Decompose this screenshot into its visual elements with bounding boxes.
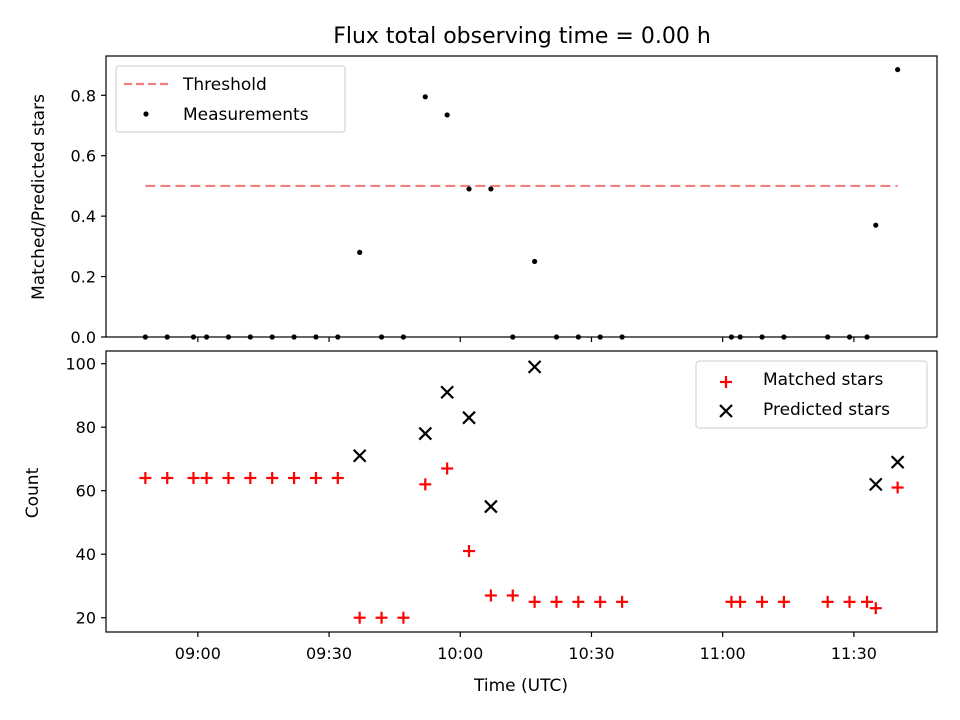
- measurements-legend-label: Measurements: [183, 105, 309, 125]
- chart-title: Flux total observing time = 0.00 h: [333, 24, 711, 49]
- measurement-point: [895, 66, 901, 73]
- predicted-star-point: [890, 455, 905, 469]
- matched-star-point: [353, 611, 366, 624]
- matched-star-point: [843, 595, 856, 608]
- bottom-y-tick-label: 20: [76, 609, 96, 628]
- x-tick-label: 10:30: [568, 644, 614, 663]
- matched-star-point: [161, 472, 174, 485]
- predicted-legend-swatch: [719, 404, 733, 418]
- matched-star-point: [594, 595, 607, 608]
- bottom-legend: Matched stars Predicted stars: [695, 360, 928, 429]
- bottom-y-axis-label: Count: [23, 467, 43, 518]
- top-plot-frame: [105, 55, 938, 338]
- matched-star-point: [869, 602, 882, 615]
- matched-star-point: [397, 611, 410, 624]
- matched-legend-swatch: [720, 376, 732, 388]
- top-y-tick-label: 0.0: [71, 328, 96, 347]
- predicted-legend-label: Predicted stars: [763, 400, 890, 420]
- matched-star-point: [777, 595, 790, 608]
- matched-star-point: [821, 595, 834, 608]
- matched-star-point: [572, 595, 585, 608]
- matched-star-point: [506, 589, 519, 602]
- top-legend: Threshold Measurements: [115, 65, 346, 133]
- matched-star-point: [331, 472, 344, 485]
- measurement-point: [422, 94, 428, 100]
- x-tick-label: 09:30: [306, 644, 352, 663]
- matched-star-point: [419, 478, 432, 491]
- matched-star-point: [266, 472, 279, 485]
- x-tick-label: 11:30: [831, 644, 877, 663]
- top-y-tick-label: 0.4: [71, 207, 96, 226]
- matched-star-point: [734, 595, 747, 608]
- matched-star-point: [891, 481, 904, 494]
- top-legend-box: [115, 65, 346, 133]
- measurement-point: [466, 186, 472, 192]
- matched-star-point: [187, 472, 200, 485]
- top-y-axis-label: Matched/Predicted stars: [29, 94, 49, 300]
- predicted-star-point: [484, 499, 498, 514]
- matched-star-point: [441, 462, 454, 475]
- matched-star-point: [463, 545, 476, 558]
- bottom-plot-frame: [105, 350, 938, 633]
- x-tick-label: 09:00: [175, 644, 221, 663]
- matched-star-point: [222, 472, 235, 485]
- predicted-star-point: [527, 360, 542, 374]
- measurement-point: [444, 112, 450, 118]
- measurement-point: [357, 249, 363, 255]
- bottom-legend-box: [695, 360, 928, 429]
- predicted-star-point: [462, 410, 476, 425]
- predicted-star-point: [352, 449, 367, 463]
- bottom-y-tick-label: 40: [76, 545, 96, 564]
- matched-star-point: [528, 595, 541, 608]
- matched-star-point: [375, 611, 388, 624]
- top-y-tick-label: 0.8: [71, 86, 96, 105]
- measurement-point: [873, 222, 879, 228]
- bottom-y-tick-label: 80: [76, 418, 96, 437]
- top-y-tick-label: 0.6: [71, 147, 96, 166]
- top-panel: Flux total observing time = 0.00 h Match…: [29, 24, 938, 347]
- predicted-star-point: [440, 385, 454, 400]
- matched-legend-label: Matched stars: [763, 370, 883, 390]
- bottom-y-tick-label: 60: [76, 482, 96, 501]
- matched-star-point: [550, 595, 563, 608]
- x-tick-label: 10:00: [437, 644, 483, 663]
- x-tick-label: 11:00: [700, 644, 746, 663]
- matched-star-point: [288, 472, 301, 485]
- matched-star-point: [139, 472, 152, 485]
- measurement-point: [532, 258, 538, 265]
- matched-star-point: [200, 472, 213, 485]
- matched-star-point: [244, 472, 257, 485]
- predicted-star-point: [868, 477, 883, 492]
- matched-star-point: [756, 595, 769, 608]
- x-axis-label: Time (UTC): [473, 676, 568, 696]
- predicted-star-point: [418, 426, 433, 441]
- measurements-legend-swatch: [143, 111, 149, 117]
- matched-star-point: [616, 595, 629, 608]
- matched-star-point: [309, 472, 322, 485]
- threshold-legend-label: Threshold: [182, 75, 267, 95]
- measurement-point: [488, 186, 494, 192]
- bottom-y-tick-label: 100: [65, 355, 96, 374]
- top-y-tick-label: 0.2: [71, 268, 96, 287]
- matched-star-point: [484, 589, 497, 602]
- matched-star-point: [861, 595, 874, 608]
- bottom-panel: Count Time (UTC) 20 40 60 80 100 09:00 09:30 10…: [23, 350, 938, 696]
